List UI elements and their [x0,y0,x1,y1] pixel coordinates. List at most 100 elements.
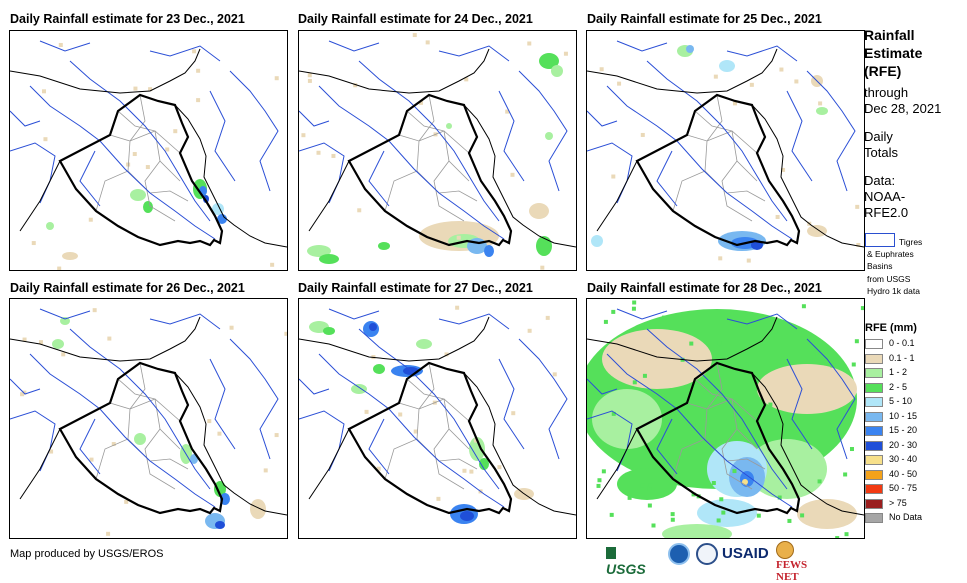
basin-boundary [39,308,91,320]
rain-speck [818,101,823,106]
rain-speck [38,340,43,345]
panel-title-23: Daily Rainfall estimate for 23 Dec., 202… [10,12,245,26]
basin-boundary [299,110,330,127]
rain-speck [469,469,474,474]
basin-boundary [587,378,618,395]
legend-swatch [865,498,883,509]
province-boundary [433,160,465,222]
legend-date: Dec 28, 2021 [864,101,942,116]
rain-speck [775,214,780,219]
province-boundary [398,398,470,422]
country-border [587,48,778,94]
rain-speck [270,262,275,267]
country-border [751,372,864,516]
rain-patch [757,364,857,414]
rain-patch [551,65,563,77]
basin-boundary [806,338,856,460]
rain-speck [173,129,178,134]
basin-boundary [209,90,236,182]
rain-patch [52,339,64,349]
basin-boundary [69,328,211,490]
rain-speck [632,380,637,385]
province-boundary [721,428,753,490]
map-canvas [10,40,287,270]
basin-boundary [149,45,221,62]
basin-boundary [29,85,216,240]
rain-speck [357,208,362,213]
rain-patch [373,364,385,374]
iraq-border [347,93,513,247]
rain-patch [416,339,432,349]
legend-through: through [864,85,909,100]
rain-speck [444,352,449,357]
rain-speck [611,411,616,416]
country-border [596,428,638,500]
rain-speck [196,68,201,73]
rain-speck [436,496,441,501]
province-boundary [416,140,440,194]
basin-boundary [149,313,221,330]
basin-boundary [318,353,505,508]
legend-data-src2: RFE2.0 [864,205,909,220]
legend-title-estimate: Estimate [864,45,923,61]
rain-speck [718,256,723,261]
rain-speck [192,49,197,54]
map-panel-23 [9,30,288,271]
rain-patch [469,437,485,461]
rain-speck [31,241,36,246]
rain-speck [787,518,792,523]
legend-label: 40 - 50 [889,468,918,479]
basin-boundary [209,358,236,450]
rain-speck [609,512,614,517]
rain-patch [816,107,828,115]
rain-speck [640,132,645,137]
rain-patch [323,327,335,335]
basin-boundary [358,60,500,222]
rain-speck [49,449,54,454]
rain-patch [545,132,553,140]
map-canvas [10,308,287,536]
rain-speck [689,341,694,346]
legend-daily: Daily [864,129,893,144]
rain-speck [744,362,749,367]
basin-boundary [368,150,390,207]
map-panel-24 [298,30,577,271]
province-boundary [144,160,176,222]
rain-speck [89,457,94,462]
country-border [596,160,638,232]
iraq-border [635,93,801,247]
legend-label: > 75 [889,497,907,508]
rain-speck [801,304,806,309]
rain-speck [462,468,467,473]
province-boundary [418,362,435,410]
rain-patch [134,433,146,445]
rain-speck [817,479,822,484]
rain-speck [307,73,312,78]
rain-speck [808,356,813,361]
basin-boundary [438,45,510,62]
rain-speck [601,469,606,474]
rain-speck [274,433,279,438]
legend-label: 15 - 20 [889,425,918,435]
basin-boundary [646,60,788,222]
rain-speck [835,536,840,538]
panel-title-25: Daily Rainfall estimate for 25 Dec., 202… [587,12,822,26]
rain-speck [647,486,652,491]
rain-speck [844,532,849,537]
rain-patch [697,499,757,527]
rain-speck [473,438,478,443]
basin-boundary [786,90,813,182]
rain-speck [124,499,129,504]
rain-speck [61,352,66,357]
rain-patch [539,53,559,69]
basin-boundary [10,110,41,127]
rain-speck [88,217,93,222]
legend-title-rainfall: Rainfall [864,27,915,43]
legend-swatch [865,353,883,364]
rain-speck [596,483,601,488]
iraq-border [635,361,801,515]
rfe-legend-title: RFE (mm) [865,322,917,334]
province-boundary [129,362,146,410]
province-boundary [416,408,440,462]
rain-speck [716,518,721,523]
